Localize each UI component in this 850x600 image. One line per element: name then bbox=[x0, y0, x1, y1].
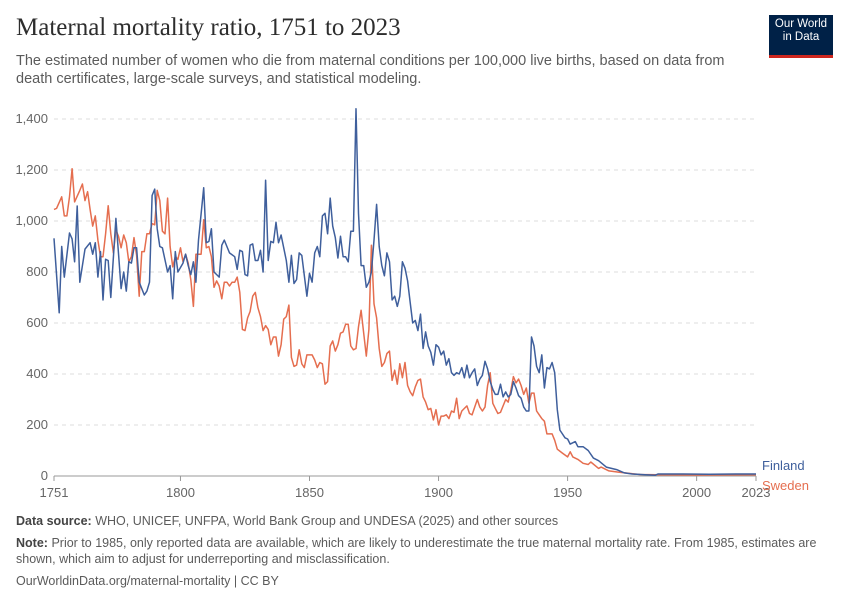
source-label: Data source: bbox=[16, 514, 92, 528]
y-tick-label: 800 bbox=[26, 264, 48, 279]
y-tick-label: 1,200 bbox=[15, 162, 48, 177]
x-axis-ticks: 1751 1800 1850 1900 1950 2000 2023 bbox=[40, 475, 771, 500]
x-tick-label: 1950 bbox=[553, 485, 582, 500]
owid-logo[interactable]: Our World in Data bbox=[769, 15, 833, 58]
footer: Data source: WHO, UNICEF, UNFPA, World B… bbox=[16, 513, 836, 589]
x-tick-label: 2023 bbox=[742, 485, 771, 500]
y-tick-label: 400 bbox=[26, 366, 48, 381]
x-tick-label: 2000 bbox=[682, 485, 711, 500]
source-text: WHO, UNICEF, UNFPA, World Bank Group and… bbox=[95, 514, 559, 528]
chart-subtitle: The estimated number of women who die fr… bbox=[16, 53, 725, 87]
note-text: Prior to 1985, only reported data are av… bbox=[16, 536, 817, 566]
x-tick-label: 1850 bbox=[295, 485, 324, 500]
series-line-finland bbox=[53, 108, 756, 476]
footer-url[interactable]: OurWorldinData.org/maternal-mortality | … bbox=[16, 574, 279, 588]
legend-label-finland: Finland bbox=[762, 458, 805, 473]
legend-label-sweden: Sweden bbox=[762, 478, 809, 493]
y-tick-label: 200 bbox=[26, 417, 48, 432]
series-lines bbox=[53, 108, 757, 476]
gridlines bbox=[54, 118, 756, 426]
x-tick-label: 1800 bbox=[166, 485, 195, 500]
logo-line1: Our World bbox=[774, 18, 828, 30]
y-tick-label: 600 bbox=[26, 315, 48, 330]
x-tick-label: 1900 bbox=[424, 485, 453, 500]
note-label: Note: bbox=[16, 536, 48, 550]
y-tick-label: 1,000 bbox=[15, 213, 48, 228]
data-source: Data source: WHO, UNICEF, UNFPA, World B… bbox=[16, 513, 836, 529]
note: Note: Prior to 1985, only reported data … bbox=[16, 535, 836, 567]
legend: Finland Sweden bbox=[762, 458, 809, 493]
y-axis-ticks: 0 200 400 600 800 1,000 1,200 1,400 bbox=[15, 111, 48, 483]
y-tick-label: 0 bbox=[41, 468, 48, 483]
x-tick-label: 1751 bbox=[40, 485, 69, 500]
chart-title: Maternal mortality ratio, 1751 to 2023 bbox=[16, 14, 401, 41]
y-tick-label: 1,400 bbox=[15, 111, 48, 126]
line-chart: 0 200 400 600 800 1,000 1,200 1,400 1751 1800 185… bbox=[15, 108, 809, 500]
series-line-sweden bbox=[53, 167, 757, 476]
logo-line2: in Data bbox=[782, 31, 820, 43]
